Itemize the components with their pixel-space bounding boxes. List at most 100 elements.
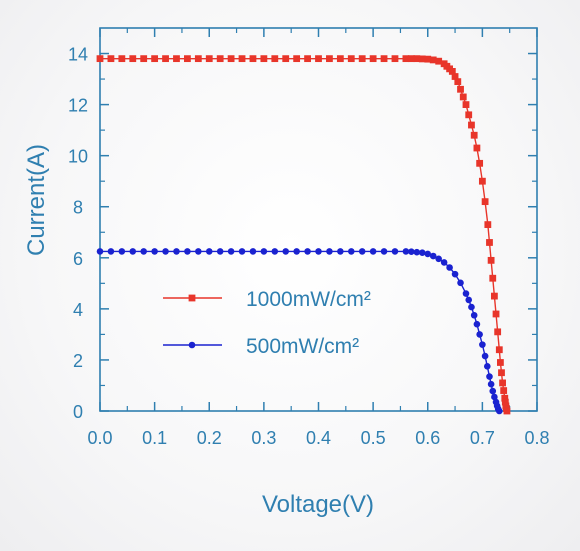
series-500-point xyxy=(173,248,180,255)
x-tick-label: 0.0 xyxy=(87,428,112,448)
series-1000-point xyxy=(459,93,467,101)
series-500-point xyxy=(358,248,366,255)
series-1000-point xyxy=(336,55,344,63)
y-tick-label: 14 xyxy=(68,45,88,65)
y-tick-label: 8 xyxy=(73,198,83,218)
series-500-point xyxy=(440,259,448,266)
series-500-point xyxy=(271,248,279,255)
series-500-point xyxy=(465,296,473,304)
series-1000-point xyxy=(486,239,493,246)
series-1000-point xyxy=(465,111,473,119)
series-500-point xyxy=(96,248,104,255)
series-500-point xyxy=(162,248,169,255)
axes: 0.0 0.1 0.2 0.3 0.4 0.5 0.6 0.7 0.8 0 2 4 6 8 10 12 14 xyxy=(68,27,550,448)
series-1000-point xyxy=(473,144,481,152)
series-1000-point xyxy=(499,379,506,387)
series-500-point xyxy=(479,341,486,348)
series-1000-point xyxy=(492,310,500,318)
series-500-point xyxy=(140,248,147,255)
legend-1000-label: 1000mW/cm² xyxy=(246,288,371,311)
series-500-point xyxy=(418,249,426,256)
series-1000-point xyxy=(194,55,202,63)
series-500-point xyxy=(249,248,257,255)
series-500-point xyxy=(481,352,489,360)
series-500-point xyxy=(413,248,421,256)
series-500-point xyxy=(347,248,355,255)
series-1000-point xyxy=(129,55,137,63)
series-1000-point xyxy=(484,221,492,229)
series-1000-point xyxy=(498,369,505,377)
series-500-line xyxy=(100,250,500,412)
series-1000-point xyxy=(457,85,464,93)
series-500-point xyxy=(462,290,470,297)
series-1000-point xyxy=(490,292,498,300)
series-500-point xyxy=(337,248,344,255)
series-1000 xyxy=(96,55,511,415)
series-1000-point xyxy=(391,55,399,63)
series-1000-point xyxy=(407,55,415,63)
series-500 xyxy=(96,248,503,415)
legend-1000-marker xyxy=(188,294,196,302)
series-1000-point xyxy=(448,68,456,75)
series-1000-point xyxy=(503,407,511,415)
series-500-point xyxy=(489,387,497,395)
series-500-point xyxy=(151,248,158,255)
series-1000-point xyxy=(462,101,470,108)
series-1000-point xyxy=(315,55,322,63)
series-500-point xyxy=(304,248,311,255)
series-1000-point xyxy=(326,55,333,63)
series-1000-point xyxy=(500,387,508,394)
series-500-point xyxy=(468,303,475,311)
series-1000-point xyxy=(424,55,432,63)
series-1000-point xyxy=(162,55,169,63)
y-axis-title: Current(A) xyxy=(23,144,50,256)
legend-500-label: 500mW/cm² xyxy=(246,335,359,358)
series-500-point xyxy=(429,252,437,260)
series-500-point xyxy=(402,248,410,255)
series-500-point xyxy=(326,248,333,255)
series-1000-point xyxy=(358,55,366,63)
x-axis-title: Voltage(V) xyxy=(262,491,374,518)
series-500-point xyxy=(486,373,493,380)
series-1000-point xyxy=(184,55,191,63)
series-500-point xyxy=(491,393,498,401)
x-tick-label: 0.5 xyxy=(361,428,386,448)
series-1000-point xyxy=(481,198,489,206)
series-500-point xyxy=(457,279,464,287)
series-500-point xyxy=(380,248,388,255)
y-tick-label: 6 xyxy=(73,249,83,269)
series-1000-point xyxy=(282,55,290,63)
series-1000-point xyxy=(173,55,180,63)
series-500-point xyxy=(424,250,432,258)
series-500-point xyxy=(260,248,268,255)
series-500-point xyxy=(107,248,115,255)
series-500-point xyxy=(315,248,322,255)
series-1000-point xyxy=(497,359,504,366)
series-500-point xyxy=(238,248,246,255)
series-500-point xyxy=(205,248,213,255)
series-500-point xyxy=(483,363,491,370)
series-1000-line xyxy=(100,57,508,412)
series-1000-point xyxy=(380,55,388,63)
series-1000-point xyxy=(468,121,475,129)
series-1000-point xyxy=(304,55,311,63)
series-1000-point xyxy=(260,55,268,63)
series-1000-point xyxy=(494,328,502,336)
series-1000-point xyxy=(402,55,410,63)
series-1000-point xyxy=(435,57,443,65)
legend-500-marker xyxy=(188,341,196,349)
series-1000-point xyxy=(118,55,126,63)
series-1000-point xyxy=(487,256,495,264)
series-500-point xyxy=(473,320,481,328)
series-500-point xyxy=(216,248,224,255)
series-1000-point xyxy=(418,55,426,63)
series-1000-point xyxy=(205,55,213,63)
series-1000-point xyxy=(216,55,224,63)
x-tick-label: 0.1 xyxy=(142,428,167,448)
series-500-point xyxy=(227,248,235,255)
series-1000-point xyxy=(470,131,478,139)
series-500-point xyxy=(470,311,478,319)
series-500-point xyxy=(369,248,377,255)
series-1000-point xyxy=(249,55,257,63)
y-tick-label: 2 xyxy=(73,351,83,371)
